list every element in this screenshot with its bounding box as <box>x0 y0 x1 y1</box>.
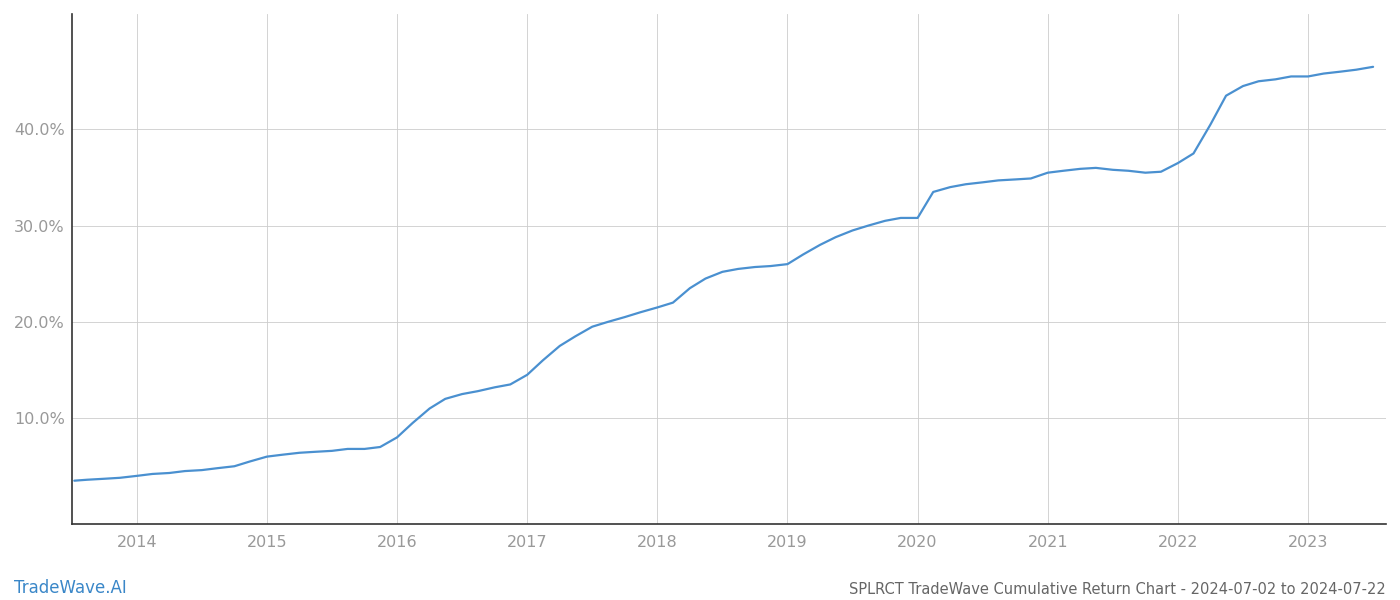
Text: TradeWave.AI: TradeWave.AI <box>14 579 127 597</box>
Text: SPLRCT TradeWave Cumulative Return Chart - 2024-07-02 to 2024-07-22: SPLRCT TradeWave Cumulative Return Chart… <box>850 582 1386 597</box>
